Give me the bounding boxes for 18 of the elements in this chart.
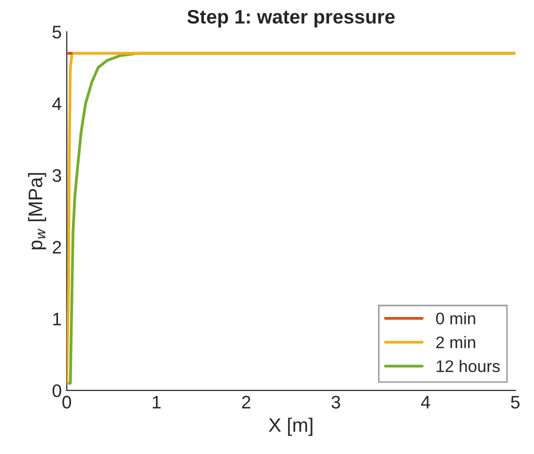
x-tick-label: 1 [152, 396, 161, 408]
x-axis-title: X [m] [268, 418, 312, 436]
y-axis-title: p$_{w}$ [MPa] [28, 173, 46, 250]
x-tick-label: 5 [511, 396, 520, 409]
chart-title: Step 1: water pressure [187, 10, 395, 28]
y-tick-label: 4 [52, 98, 62, 110]
y-tick-label: 5 [52, 26, 62, 38]
legend-label: 2 min [436, 336, 476, 348]
x-tick-label: 0 [62, 396, 72, 409]
y-tick-label: 0 [52, 384, 62, 398]
y-tick-label: 2 [52, 240, 61, 254]
x-tick-label: 2 [242, 396, 250, 408]
y-tick-label: 3 [52, 169, 62, 182]
x-tick-label: 4 [420, 396, 430, 408]
x-tick-label: 3 [332, 396, 340, 409]
y-tick-label: 1 [53, 312, 62, 326]
legend-label: 12 hours [436, 360, 500, 372]
legend-label: 0 min [436, 312, 476, 324]
